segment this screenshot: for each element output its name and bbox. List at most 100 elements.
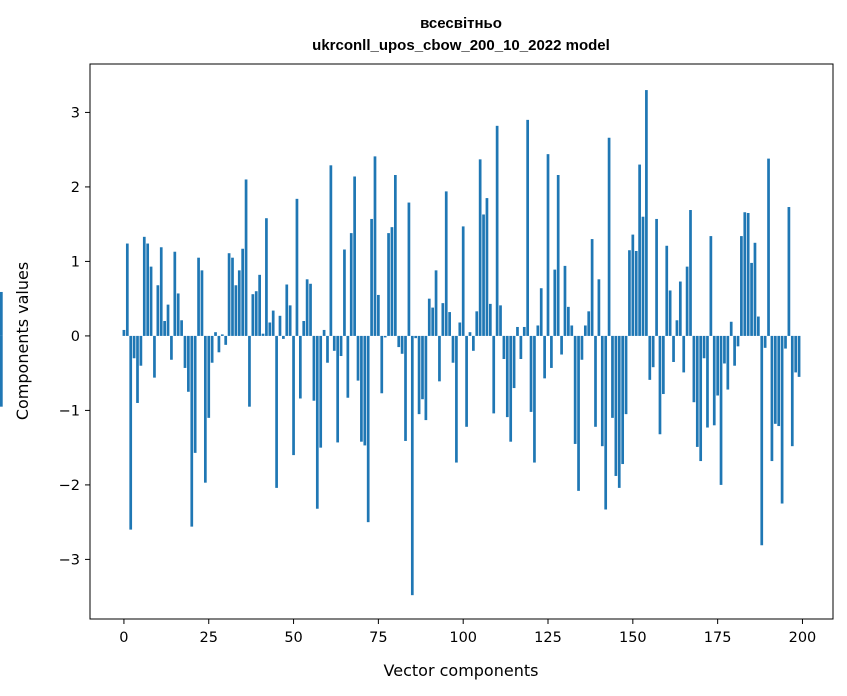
bar — [427, 298, 431, 336]
bar — [668, 290, 672, 336]
bar — [546, 154, 550, 336]
bar — [794, 335, 798, 373]
bar — [478, 159, 482, 336]
bar — [645, 90, 648, 336]
bar — [672, 335, 675, 362]
bar — [716, 335, 719, 396]
bar — [488, 303, 492, 336]
bar — [757, 316, 760, 336]
bar — [207, 335, 211, 418]
bar — [614, 335, 618, 476]
bar — [227, 253, 231, 336]
bar — [254, 291, 258, 336]
y-axis-label: Components values — [13, 262, 32, 420]
bar — [461, 226, 465, 336]
bar — [343, 249, 346, 336]
bar — [516, 326, 519, 336]
bar — [217, 335, 221, 353]
bar — [0, 335, 3, 407]
bar — [648, 335, 652, 380]
bar — [170, 335, 173, 360]
bar — [244, 179, 248, 336]
bar — [784, 335, 787, 349]
bar — [570, 325, 574, 336]
bar — [760, 335, 764, 546]
bar — [641, 216, 645, 336]
bar — [329, 165, 333, 336]
bar — [638, 164, 641, 336]
bar — [231, 257, 234, 336]
bar — [502, 335, 506, 359]
x-tick-label: 50 — [284, 630, 302, 646]
bar — [553, 269, 557, 336]
bars-group — [0, 90, 801, 596]
bar — [132, 335, 136, 359]
bar — [682, 335, 686, 373]
bar — [203, 335, 207, 483]
bar — [499, 305, 502, 336]
bar — [183, 335, 187, 368]
bar — [349, 233, 353, 336]
bar — [336, 335, 340, 443]
bar — [512, 335, 516, 389]
bar — [146, 243, 150, 336]
bar — [315, 335, 319, 509]
bar — [187, 335, 190, 392]
bar — [417, 335, 421, 415]
bar — [265, 218, 268, 336]
bar — [600, 335, 604, 447]
x-tick-label: 75 — [369, 630, 387, 646]
bar — [712, 335, 716, 426]
bar — [278, 315, 282, 336]
bar — [407, 202, 411, 336]
bar — [733, 335, 736, 366]
bar — [390, 227, 394, 336]
bar — [719, 335, 723, 485]
bar — [658, 335, 662, 435]
bar — [767, 158, 770, 336]
bar — [176, 293, 180, 336]
bar — [166, 304, 170, 336]
bar — [190, 335, 194, 527]
bar — [573, 335, 577, 444]
y-tick-label: −3 — [59, 552, 80, 568]
bar — [434, 270, 438, 336]
bar — [153, 335, 156, 378]
bar — [444, 191, 448, 336]
bar — [214, 332, 217, 336]
bar — [580, 335, 584, 360]
bar — [139, 335, 143, 366]
y-tick-label: −1 — [59, 403, 80, 419]
bar — [125, 243, 129, 336]
x-tick-label: 125 — [534, 630, 562, 646]
bar — [505, 335, 509, 418]
bar — [377, 294, 380, 336]
bar — [197, 257, 200, 336]
x-tick-label: 0 — [119, 630, 128, 646]
bar — [750, 262, 753, 336]
x-axis: 0 25 50 75 100 125 150 175 200 — [119, 619, 816, 646]
bar — [271, 310, 275, 336]
bar — [180, 320, 183, 336]
bar — [604, 335, 608, 510]
bar — [550, 335, 553, 368]
bar — [404, 335, 407, 441]
bar — [122, 329, 126, 336]
bar — [624, 335, 628, 415]
bar — [292, 335, 295, 456]
bar — [410, 335, 414, 596]
y-tick-label: 0 — [71, 329, 80, 345]
bar — [763, 335, 767, 348]
y-tick-label: 1 — [71, 254, 80, 270]
bar — [332, 335, 336, 351]
bar — [773, 335, 777, 424]
bar — [458, 322, 462, 336]
bar — [312, 335, 316, 401]
bar — [241, 248, 245, 336]
bar — [251, 294, 255, 336]
bar — [380, 335, 384, 394]
bar — [634, 250, 638, 336]
bar — [295, 198, 299, 336]
bar — [149, 266, 153, 336]
